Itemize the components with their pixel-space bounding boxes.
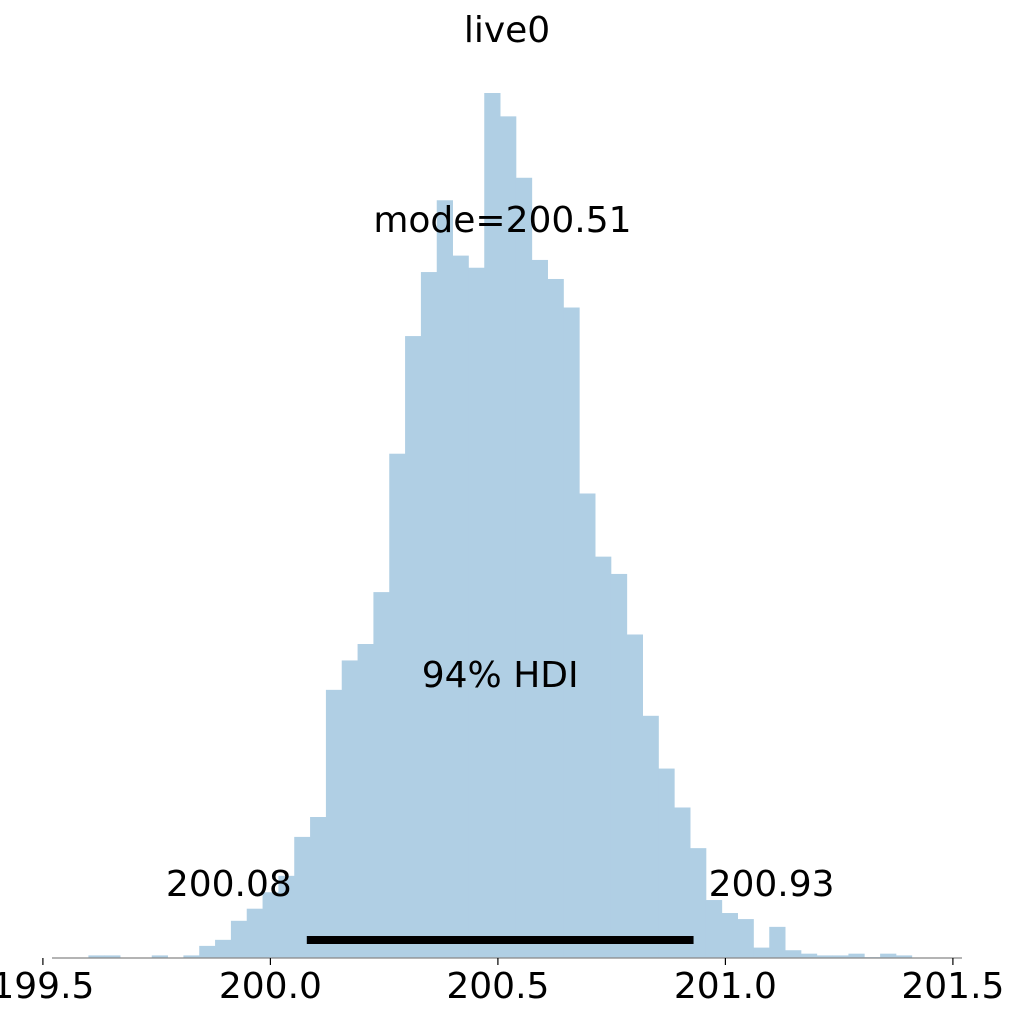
- hdi-probability-label: 94% HDI: [422, 655, 579, 696]
- x-tick-label: 200.5: [446, 966, 549, 1007]
- histogram-bar: [183, 955, 200, 958]
- hdi-low-label: 200.08: [166, 864, 292, 905]
- histogram-bar: [262, 892, 279, 958]
- histogram-bar: [848, 953, 865, 958]
- histogram-bar: [420, 272, 438, 958]
- histogram-bar: [895, 955, 913, 958]
- histogram-bar: [626, 634, 643, 958]
- histogram-bar: [816, 955, 833, 958]
- histogram-bar: [737, 919, 754, 958]
- histogram-bar: [373, 592, 390, 958]
- x-tick-label: 199.5: [0, 966, 94, 1007]
- histogram-bar: [468, 267, 485, 959]
- histogram-bar: [230, 920, 248, 958]
- histogram-bar: [832, 955, 849, 958]
- histogram-bar: [500, 116, 517, 959]
- histogram-bar: [531, 259, 548, 958]
- histogram-bar: [88, 955, 105, 958]
- histogram-bar: [705, 900, 723, 958]
- histogram-bar: [610, 573, 628, 958]
- histogram-bars: [88, 93, 913, 959]
- histogram-bar: [246, 908, 263, 958]
- histogram-bar: [595, 556, 612, 958]
- histogram-bar: [452, 255, 469, 958]
- hdi-high-label: 200.93: [709, 864, 835, 905]
- histogram-bar: [357, 644, 374, 958]
- x-tick-label: 200.0: [219, 966, 322, 1007]
- histogram-bar: [325, 689, 343, 958]
- histogram-bar: [547, 278, 564, 959]
- histogram-bar: [785, 950, 802, 958]
- histogram-bar: [563, 307, 580, 958]
- histogram-bar: [769, 926, 786, 958]
- x-axis-ticks: 199.5 200.0 200.5 201.0 201.5: [0, 958, 1004, 1007]
- histogram-bar: [104, 955, 121, 958]
- histogram-bar: [674, 807, 691, 958]
- histogram-bar: [800, 953, 818, 958]
- histogram-bar: [721, 913, 738, 958]
- histogram-bar: [199, 945, 216, 958]
- histogram-bar: [436, 200, 453, 958]
- histogram-bar: [278, 875, 295, 958]
- histogram-bar: [310, 817, 327, 958]
- histogram-bar: [579, 493, 596, 958]
- histogram-bar: [515, 177, 533, 958]
- histogram-bar: [389, 453, 406, 958]
- histogram-bar: [880, 953, 897, 958]
- x-tick-label: 201.5: [901, 966, 1004, 1007]
- histogram-bar: [484, 93, 501, 958]
- histogram-bar: [294, 836, 311, 958]
- histogram-bar: [215, 939, 232, 958]
- histogram-bar: [151, 955, 168, 958]
- histogram-bar: [405, 336, 422, 958]
- histogram-bar: [658, 768, 675, 958]
- histogram-bar: [753, 947, 770, 958]
- histogram-bar: [642, 715, 659, 958]
- histogram-bar: [690, 848, 707, 958]
- x-tick-label: 201.0: [674, 966, 777, 1007]
- mode-label: mode=200.51: [373, 200, 631, 241]
- histogram-bar: [341, 660, 358, 958]
- chart-title: live0: [464, 10, 550, 51]
